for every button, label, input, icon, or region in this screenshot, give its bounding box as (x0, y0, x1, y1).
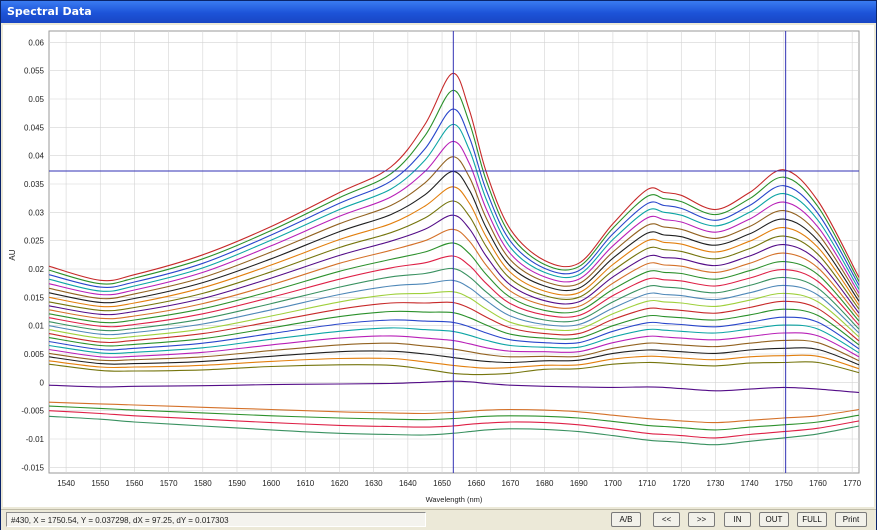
cursor-readout: #430, X = 1750.54, Y = 0.037298, dX = 97… (6, 512, 426, 527)
spectrum-line (48, 405, 860, 431)
x-tick-label: 1730 (707, 479, 725, 488)
y-tick-label: 0.04 (28, 152, 44, 161)
spectrum-line (48, 228, 860, 320)
spectrum-line (48, 308, 860, 347)
spectrum-line (48, 170, 860, 304)
y-tick-label: 0.05 (28, 95, 44, 104)
spectrum-line (48, 339, 860, 362)
y-tick-label: 0.01 (28, 322, 44, 331)
spectrum-line (48, 324, 860, 354)
y-tick-label: -0.005 (21, 407, 44, 416)
x-tick-label: 1620 (331, 479, 349, 488)
spectrum-line (48, 290, 860, 340)
x-tick-label: 1670 (501, 479, 519, 488)
x-tick-label: 1550 (91, 479, 109, 488)
spectrum-line (48, 242, 860, 324)
spectrum-line (48, 401, 860, 424)
y-tick-label: 0.025 (24, 237, 45, 246)
x-tick-label: 1650 (433, 479, 451, 488)
x-tick-label: 1660 (467, 479, 485, 488)
x-tick-label: 1600 (262, 479, 280, 488)
y-tick-label: -0.015 (21, 463, 44, 472)
x-tick-label: 1700 (604, 479, 622, 488)
x-tick-label: 1630 (365, 479, 383, 488)
y-tick-label: 0.02 (28, 265, 44, 274)
y-tick-label: 0.03 (28, 208, 44, 217)
y-tick-label: 0.005 (24, 350, 45, 359)
x-tick-label: 1580 (194, 479, 212, 488)
spectrum-line (48, 123, 860, 292)
spectrum-line (48, 332, 860, 358)
print-button[interactable]: Print (835, 512, 867, 527)
y-tick-label: 0.06 (28, 38, 44, 47)
x-tick-label: 1740 (741, 479, 759, 488)
plot-frame (48, 30, 860, 474)
spectra-series (48, 72, 860, 446)
full-view-button[interactable]: FULL (797, 512, 827, 527)
y-tick-label: 0.035 (24, 180, 45, 189)
y-tick-label: -0.01 (26, 435, 45, 444)
x-tick-label: 1770 (843, 479, 861, 488)
ab-button[interactable]: A/B (611, 512, 641, 527)
spectrum-chart[interactable]: 1540 1550 1560 1570 1580 1590 1600 1610 1620 1630… (3, 25, 874, 507)
spectrum-line (48, 347, 860, 366)
y-tick-label: 0.055 (24, 67, 45, 76)
spectrum-line (48, 380, 860, 394)
spectrum-line (48, 214, 860, 316)
window-title: Spectral Data (1, 1, 876, 23)
zoom-out-button[interactable]: OUT (759, 512, 789, 527)
spectrum-line (48, 267, 860, 332)
x-tick-label: 1560 (126, 479, 144, 488)
spectrum-line (48, 200, 860, 312)
x-tick-label: 1570 (160, 479, 178, 488)
x-tick-label: 1640 (399, 479, 417, 488)
spectrum-line (48, 361, 860, 376)
x-tick-label: 1680 (536, 479, 554, 488)
x-tick-label: 1750 (775, 479, 793, 488)
spectrum-line (48, 156, 860, 300)
spectrum-line (48, 354, 860, 370)
spectrum-line (48, 255, 860, 328)
spectrum-line (48, 316, 860, 351)
x-tick-label: 1610 (296, 479, 314, 488)
zoom-in-button[interactable]: IN (724, 512, 751, 527)
x-tick-label: 1720 (672, 479, 690, 488)
spectrum-line (48, 300, 860, 344)
status-bar: #430, X = 1750.54, Y = 0.037298, dX = 97… (1, 509, 876, 530)
spectrum-line (48, 279, 860, 336)
x-tick-label: 1590 (228, 479, 246, 488)
axis-ticks: 1540 1550 1560 1570 1580 1590 1600 1610 1620 1630… (21, 38, 861, 488)
spectrum-line (48, 108, 860, 288)
grid-lines (49, 31, 859, 473)
cursor-lines[interactable] (49, 31, 859, 473)
x-tick-label: 1540 (57, 479, 75, 488)
y-tick-label: 0.015 (24, 293, 45, 302)
y-tick-label: 0.045 (24, 123, 45, 132)
x-axis-label: Wavelength (nm) (426, 495, 483, 504)
previous-button[interactable]: << (653, 512, 680, 527)
spectrum-line (48, 89, 860, 285)
y-tick-label: 0 (40, 378, 45, 387)
x-tick-label: 1760 (809, 479, 827, 488)
spectrum-line (48, 72, 860, 282)
spectrum-line (48, 140, 860, 296)
spectrum-line (48, 415, 860, 446)
spectrum-line (48, 410, 860, 439)
spectrum-plot[interactable]: 1540 1550 1560 1570 1580 1590 1600 1610 1620 1630… (3, 25, 874, 507)
next-button[interactable]: >> (688, 512, 715, 527)
spectrum-line (48, 186, 860, 308)
y-axis-label: AU (8, 249, 17, 260)
x-tick-label: 1690 (570, 479, 588, 488)
x-tick-label: 1710 (638, 479, 656, 488)
